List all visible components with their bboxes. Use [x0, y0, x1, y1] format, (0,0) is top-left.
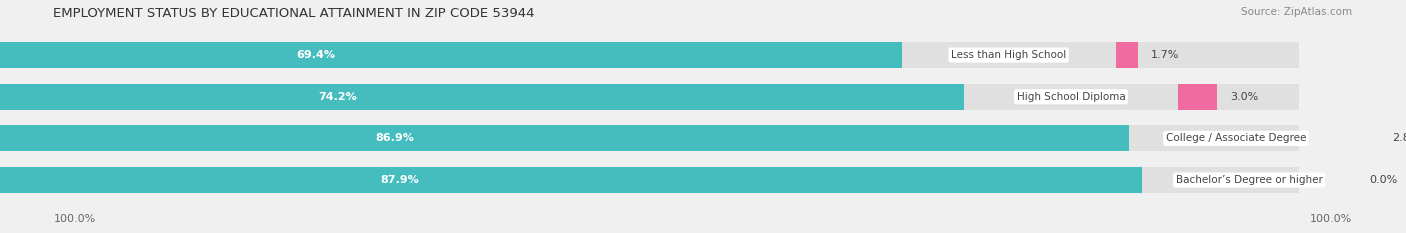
- Bar: [1116, 42, 1137, 68]
- Bar: [1343, 125, 1379, 151]
- Text: College / Associate Degree: College / Associate Degree: [1166, 133, 1306, 143]
- Bar: [0, 84, 1299, 110]
- Bar: [0, 42, 901, 68]
- Text: 74.2%: 74.2%: [318, 92, 357, 102]
- Bar: [0, 42, 1299, 68]
- Bar: [0, 84, 965, 110]
- Text: High School Diploma: High School Diploma: [1017, 92, 1125, 102]
- Text: 100.0%: 100.0%: [1310, 214, 1353, 224]
- Text: 1.7%: 1.7%: [1152, 50, 1180, 60]
- Bar: [0, 167, 1142, 193]
- Text: 0.0%: 0.0%: [1369, 175, 1398, 185]
- Bar: [0, 125, 1299, 151]
- Text: 3.0%: 3.0%: [1230, 92, 1258, 102]
- Text: 69.4%: 69.4%: [297, 50, 335, 60]
- Text: 87.9%: 87.9%: [380, 175, 419, 185]
- Bar: [1178, 84, 1218, 110]
- Text: Bachelor’s Degree or higher: Bachelor’s Degree or higher: [1175, 175, 1323, 185]
- Text: 86.9%: 86.9%: [375, 133, 415, 143]
- Text: EMPLOYMENT STATUS BY EDUCATIONAL ATTAINMENT IN ZIP CODE 53944: EMPLOYMENT STATUS BY EDUCATIONAL ATTAINM…: [53, 7, 534, 20]
- Text: Less than High School: Less than High School: [950, 50, 1066, 60]
- Text: 100.0%: 100.0%: [53, 214, 96, 224]
- Text: 2.8%: 2.8%: [1392, 133, 1406, 143]
- Bar: [0, 125, 1129, 151]
- Bar: [0, 167, 1299, 193]
- Text: Source: ZipAtlas.com: Source: ZipAtlas.com: [1241, 7, 1353, 17]
